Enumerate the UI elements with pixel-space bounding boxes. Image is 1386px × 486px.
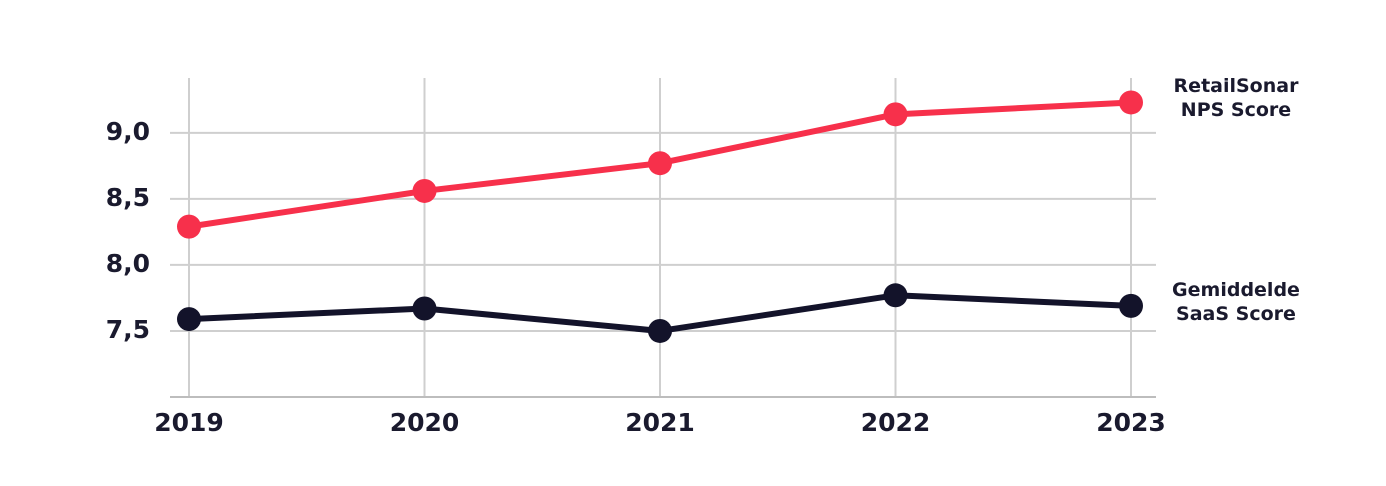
legend-label: Gemiddelde SaaS Score [1172,278,1300,325]
point [648,151,672,176]
point [1119,293,1143,318]
point [412,178,437,203]
point [412,296,437,321]
x-tick-label: 2022 [861,408,931,437]
legend-label: RetailSonar NPS Score [1173,75,1299,122]
point [883,102,908,127]
point [648,318,672,343]
point [1119,90,1143,115]
y-tick-label: 8,0 [106,249,150,278]
x-tick-label: 2021 [625,408,695,437]
y-tick-label: 9,0 [106,117,150,146]
point [883,283,908,308]
x-tick-label: 2020 [390,408,460,437]
x-tick-label: 2019 [154,408,224,437]
y-tick-label: 7,5 [106,315,150,344]
y-tick-label: 8,5 [106,183,150,212]
point [177,307,201,332]
point [177,214,201,239]
x-tick-label: 2023 [1096,408,1166,437]
